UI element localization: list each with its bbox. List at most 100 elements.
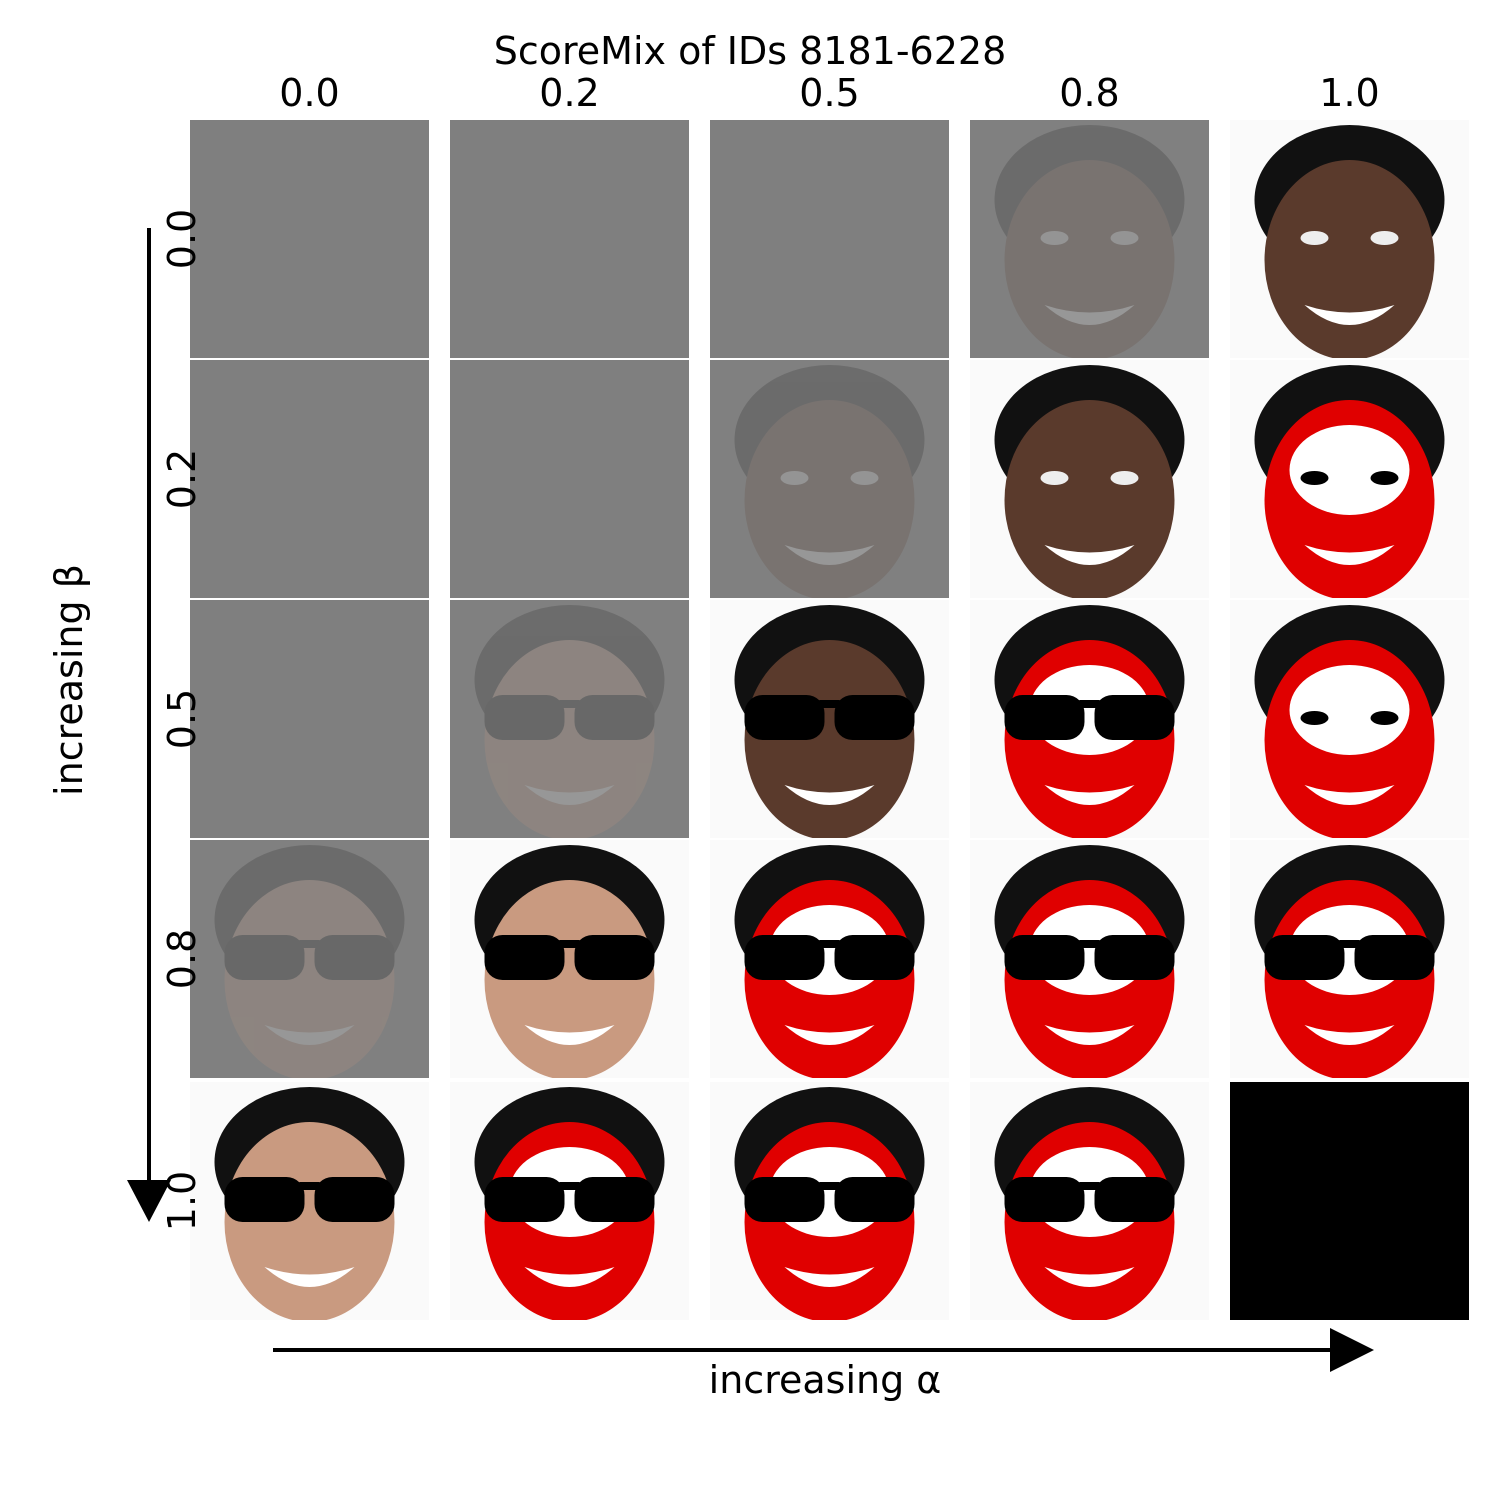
image-content [970,840,1209,1078]
face [1004,160,1175,358]
image-cell [450,120,689,358]
image-cell [970,840,1209,1078]
image-content [970,1082,1209,1320]
glasses-bridge [559,1182,580,1190]
glasses-bridge [819,1182,840,1190]
row-label: 0.8 [160,929,204,989]
column-label: 0.2 [539,71,599,115]
image-content [190,360,429,598]
glasses [1004,1177,1085,1222]
face [224,1122,395,1320]
image-cell [190,1082,429,1320]
image-content [710,600,949,838]
image-cell [710,360,949,598]
smile [264,1025,355,1045]
glasses-bridge [299,940,320,948]
image-content [1230,360,1469,598]
face [1264,160,1435,358]
glasses [744,935,825,980]
glasses [574,1177,655,1222]
image-content [450,120,689,358]
image [710,120,949,358]
face-group [994,125,1185,358]
face-group [474,1087,665,1320]
face-group [474,605,665,838]
smile [1044,545,1135,565]
image-cell [190,360,429,598]
image-cell [450,840,689,1078]
face-group [734,605,925,838]
smile [1044,1267,1135,1287]
glasses [834,1177,915,1222]
highlight [1289,425,1410,515]
face [1004,400,1175,598]
glasses-bridge [819,940,840,948]
image-content [1230,1082,1469,1320]
row-label: 1.0 [160,1171,204,1231]
eye [1110,231,1139,245]
image-cell [450,360,689,598]
image [450,600,689,838]
smile [1304,785,1395,805]
glasses [1094,695,1175,740]
glasses-bridge [1339,940,1360,948]
image [1230,1082,1469,1320]
glasses [574,695,655,740]
face-group [734,845,925,1078]
eye [1370,711,1399,725]
row-label: 0.2 [160,449,204,509]
glasses [834,695,915,740]
image-cell [710,840,949,1078]
hair [994,125,1185,275]
image-content [970,600,1209,838]
image-content [970,360,1209,598]
eye [1370,471,1399,485]
image-cell [710,600,949,838]
row-label: 0.5 [160,689,204,749]
image [190,840,429,1078]
image-cell [970,120,1209,358]
glasses-bridge [1079,940,1100,948]
column-label: 0.0 [279,71,339,115]
image-cell [190,840,429,1078]
glasses [574,935,655,980]
image-cell [970,1082,1209,1320]
image-content [710,120,949,358]
smile [1044,305,1135,325]
glasses [484,695,565,740]
eye [1300,231,1329,245]
smile [524,785,615,805]
glasses [744,1177,825,1222]
image-cell [710,120,949,358]
image-content [970,120,1209,358]
image-content [710,360,949,598]
face-group [474,845,665,1078]
eye [1040,471,1069,485]
image [190,360,429,598]
face-group [734,365,925,598]
alpha-arrow-head [1330,1328,1374,1372]
glasses [1094,1177,1175,1222]
eye [1040,231,1069,245]
image [970,120,1209,358]
hair [734,365,925,515]
face-group [994,365,1185,598]
eye [1370,231,1399,245]
image-cell [1230,1082,1469,1320]
image-content [190,1082,429,1320]
face-group [994,605,1185,838]
glasses [224,1177,305,1222]
face [484,880,655,1078]
row-label: 0.0 [160,209,204,269]
smile [1304,1025,1395,1045]
glasses-bridge [299,1182,320,1190]
glasses-bridge [559,700,580,708]
image-cell [190,120,429,358]
glasses [1354,935,1435,980]
glasses-bridge [1079,700,1100,708]
smile [784,1025,875,1045]
highlight [1289,665,1410,755]
image-cell [1230,840,1469,1078]
image-grid [190,120,1469,1320]
